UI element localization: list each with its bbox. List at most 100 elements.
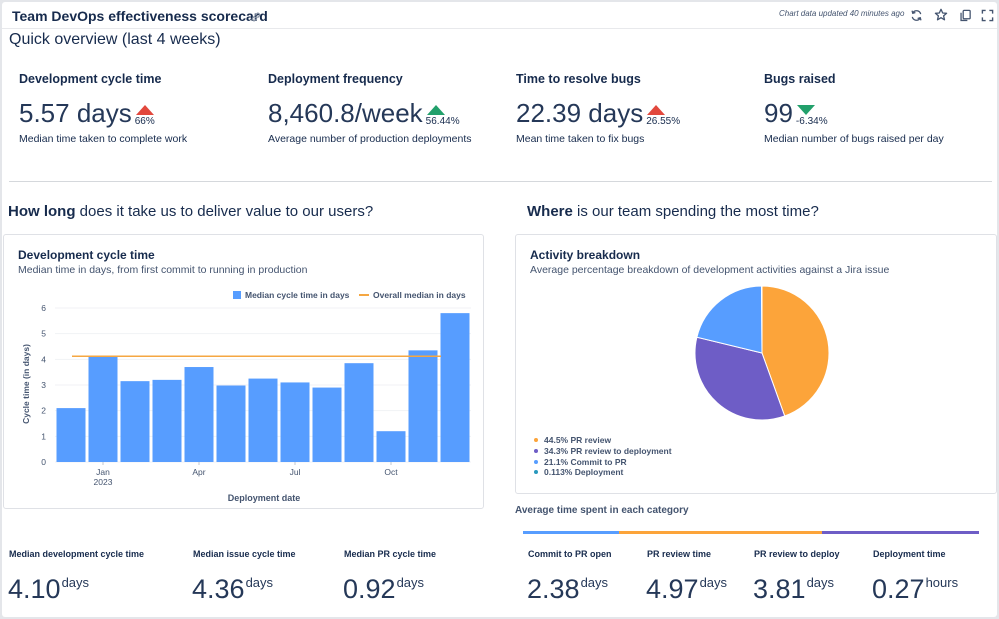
page-title: Team DevOps effectiveness scorecard [12, 8, 268, 24]
kpi-value: 99 [764, 98, 793, 128]
stat-unit: days [61, 575, 90, 590]
legend-swatch [359, 294, 369, 296]
kpi-value: 8,460.8/week [268, 98, 423, 128]
stat-unit: days [396, 575, 425, 590]
legend-dot [534, 470, 538, 474]
x-axis-label: Deployment date [228, 493, 301, 503]
kpi-label: Deployment frequency [268, 72, 403, 86]
fullscreen-icon[interactable] [979, 7, 995, 23]
kpi-value: 5.57 days [19, 98, 132, 128]
legend-label: Overall median in days [373, 290, 466, 300]
pie-legend-pr-review-to-deployment[interactable]: 34.3% PR review to deployment [534, 446, 672, 456]
chart-title: Activity breakdown [530, 248, 641, 262]
header-divider [2, 28, 997, 29]
y-tick-label: 2 [41, 406, 46, 416]
link-icon[interactable] [250, 10, 262, 28]
section-heading-where: Where is our team spending the most time… [527, 203, 819, 220]
kpi-label: Bugs raised [764, 72, 836, 86]
stat-unit: days [580, 575, 609, 590]
stat-median-pr-cycle-time: 0.92 days [343, 573, 424, 605]
pie-legend-deployment[interactable]: 0.113% Deployment [534, 467, 623, 477]
legend-label: 21.1% Commit to PR [544, 457, 627, 467]
category-segment-pr-review-to-deploy [822, 531, 979, 534]
legend-median-cycle-time[interactable]: Median cycle time in days [233, 290, 349, 300]
category-segment-pr-review [619, 531, 823, 534]
star-icon[interactable] [933, 7, 949, 23]
legend-overall-median[interactable]: Overall median in days [359, 290, 466, 300]
kpi-deployment-frequency: Deployment frequency 8,460.8/week 56.44%… [268, 72, 508, 145]
trend-up-icon [426, 105, 445, 115]
pie-slice[interactable] [761, 285, 830, 417]
bar[interactable] [184, 367, 214, 462]
legend-label: Median cycle time in days [245, 290, 350, 300]
bar[interactable] [216, 385, 246, 462]
bar[interactable] [408, 350, 438, 462]
stat-label: PR review time [647, 549, 712, 559]
bar[interactable] [344, 363, 374, 462]
section-heading-bold: How long [8, 203, 76, 220]
stat-unit: hours [925, 575, 959, 590]
x-tick-label: Jan [96, 467, 110, 477]
kpi-time-to-resolve-bugs: Time to resolve bugs 22.39 days 26.55% M… [516, 72, 756, 145]
bar-chart: Cycle time (in days) Deployment date 0 1 2… [21, 303, 471, 503]
kpi-delta: 66% [134, 116, 155, 127]
bar[interactable] [56, 408, 86, 462]
average-time-title: Average time spent in each category [515, 505, 689, 516]
kpi-delta: -6.34% [795, 116, 828, 127]
bar[interactable] [280, 382, 310, 462]
section-heading-rest: does it take us to deliver value to our … [75, 203, 374, 220]
legend-label: 0.113% Deployment [544, 467, 624, 477]
stat-number: 3.81 [753, 574, 806, 604]
kpi-description: Average number of production deployments [268, 133, 472, 145]
y-tick-label: 5 [41, 329, 46, 339]
stat-number: 4.36 [192, 574, 245, 604]
bar[interactable] [152, 379, 182, 462]
y-tick-label: 3 [41, 380, 46, 390]
pie-slice[interactable] [694, 336, 786, 421]
trend-down-icon [796, 105, 815, 115]
stat-unit: days [245, 575, 274, 590]
y-tick-label: 1 [41, 431, 46, 441]
copy-icon[interactable] [957, 7, 973, 23]
stat-number: 0.27 [872, 574, 925, 604]
kpi-delta: 26.55% [646, 116, 681, 127]
kpi-description: Median time taken to complete work [19, 133, 188, 145]
bar[interactable] [88, 356, 118, 462]
section-heading-bold: Where [527, 203, 573, 220]
y-tick-label: 4 [41, 354, 46, 364]
stat-unit: days [806, 575, 835, 590]
stat-label: PR review to deploy [754, 549, 840, 559]
stat-unit: days [699, 575, 728, 590]
x-tick-label: Oct [384, 467, 398, 477]
stat-label: Commit to PR open [528, 549, 612, 559]
bar[interactable] [248, 378, 278, 462]
kpi-label: Development cycle time [19, 72, 162, 86]
stat-deployment-time: 0.27 hours [872, 573, 958, 605]
section-divider [9, 181, 992, 182]
kpi-delta: 56.44% [425, 116, 460, 127]
refresh-icon[interactable] [908, 7, 924, 23]
bar[interactable] [120, 381, 150, 462]
legend-label: 44.5% PR review [544, 435, 612, 445]
x-tick-label: Apr [192, 467, 205, 477]
y-axis-label: Cycle time (in days) [21, 344, 31, 424]
bar[interactable] [376, 431, 406, 462]
category-segment-commit-to-pr [523, 531, 620, 534]
pie-legend-pr-review[interactable]: 44.5% PR review [534, 435, 611, 445]
bar[interactable] [440, 313, 470, 462]
section-heading-rest: is our team spending the most time? [572, 203, 819, 220]
updated-timestamp: Chart data updated 40 minutes ago [779, 9, 905, 18]
stat-pr-review-time: 4.97 days [646, 573, 727, 605]
chart-subtitle: Average percentage breakdown of developm… [530, 264, 890, 276]
kpi-development-cycle-time: Development cycle time 5.57 days 66% Med… [19, 72, 259, 145]
stat-number: 4.10 [8, 574, 61, 604]
trend-up-icon [647, 105, 666, 115]
pie-legend-commit-to-pr[interactable]: 21.1% Commit to PR [534, 457, 627, 467]
cycle-time-chart-card: Development cycle time Median time in da… [3, 234, 484, 509]
bar[interactable] [312, 387, 342, 462]
x-tick-sublabel: 2023 [94, 477, 113, 487]
pie-slice[interactable] [696, 285, 763, 354]
stat-label: Median PR cycle time [344, 549, 437, 559]
pie-chart [694, 285, 830, 421]
legend-dot [534, 438, 538, 442]
